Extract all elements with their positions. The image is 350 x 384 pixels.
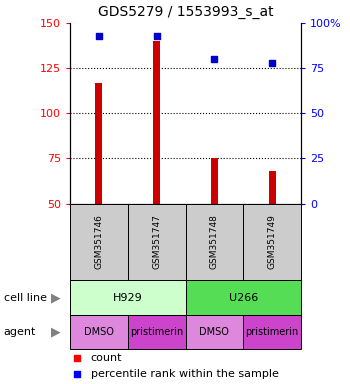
Text: GSM351749: GSM351749 [268, 215, 276, 269]
Bar [128, 315, 186, 349]
Point [96, 33, 101, 39]
Text: H929: H929 [113, 293, 143, 303]
Bar [243, 204, 301, 280]
Bar [186, 280, 301, 315]
Bar [70, 315, 128, 349]
Title: GDS5279 / 1553993_s_at: GDS5279 / 1553993_s_at [98, 5, 273, 19]
Text: DMSO: DMSO [84, 327, 114, 337]
Text: cell line: cell line [4, 293, 47, 303]
Text: pristimerin: pristimerin [245, 327, 299, 337]
Bar [186, 315, 243, 349]
Point [154, 33, 160, 39]
Text: pristimerin: pristimerin [130, 327, 183, 337]
Text: DMSO: DMSO [199, 327, 229, 337]
Bar [269, 171, 275, 294]
Text: U266: U266 [229, 293, 258, 303]
Bar [128, 204, 186, 280]
Point [270, 60, 275, 66]
Bar [186, 204, 243, 280]
Point [74, 355, 80, 361]
Text: GSM351746: GSM351746 [94, 215, 103, 269]
Text: GSM351748: GSM351748 [210, 215, 219, 269]
Text: percentile rank within the sample: percentile rank within the sample [91, 369, 279, 379]
Point [74, 371, 80, 377]
Text: agent: agent [4, 327, 36, 337]
Text: GSM351747: GSM351747 [152, 215, 161, 269]
Text: ▶: ▶ [51, 326, 61, 339]
Bar [70, 280, 186, 315]
Bar [211, 159, 218, 294]
Point [211, 56, 217, 62]
Text: ▶: ▶ [51, 291, 61, 304]
Bar [243, 315, 301, 349]
Bar [96, 83, 102, 294]
Text: count: count [91, 353, 122, 363]
Bar [153, 41, 160, 294]
Bar [70, 204, 128, 280]
